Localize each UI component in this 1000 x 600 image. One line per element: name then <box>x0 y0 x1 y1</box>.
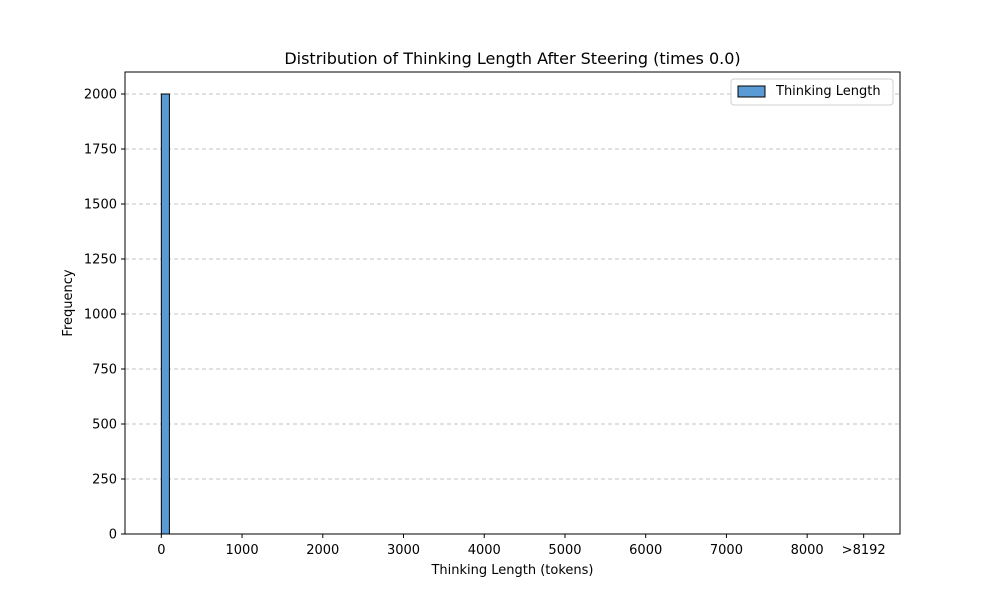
x-tick-label: 0 <box>157 543 165 558</box>
legend: Thinking Length <box>730 78 894 106</box>
grid-lines <box>125 93 900 480</box>
x-tick-label: 4000 <box>468 543 501 558</box>
bars <box>160 93 170 535</box>
x-tick-label: 1000 <box>226 543 259 558</box>
chart-title: Distribution of Thinking Length After St… <box>284 49 740 68</box>
x-tick-label: 2000 <box>306 543 339 558</box>
histogram-bar <box>160 93 170 535</box>
x-tick-label: >8192 <box>842 543 886 558</box>
legend-label: Thinking Length <box>775 84 881 99</box>
x-tick-label: 3000 <box>387 543 420 558</box>
x-tick-label: 5000 <box>548 543 581 558</box>
y-tick-label: 1500 <box>84 198 117 213</box>
plot-area-frame <box>124 71 901 535</box>
x-tick-label: 8000 <box>791 543 824 558</box>
legend-frame <box>730 78 894 106</box>
x-tick-label: 7000 <box>710 543 743 558</box>
legend-swatch <box>737 85 766 98</box>
x-axis-label: Thinking Length (tokens) <box>430 563 593 578</box>
x-tick-label: 6000 <box>629 543 662 558</box>
y-tick-label: 1750 <box>84 143 117 158</box>
y-tick-label: 500 <box>92 418 117 433</box>
y-axis: 0 250 500 750 1000 1250 1500 1750 2000 <box>84 88 125 543</box>
y-tick-label: 2000 <box>84 88 117 103</box>
x-axis: 0 1000 2000 3000 4000 5000 6000 7000 8000 >8192 <box>157 534 886 558</box>
y-tick-label: 250 <box>92 473 117 488</box>
y-tick-label: 1000 <box>84 308 117 323</box>
y-tick-label: 0 <box>109 528 117 543</box>
y-tick-label: 750 <box>92 363 117 378</box>
y-tick-label: 1250 <box>84 253 117 268</box>
y-axis-label: Frequency <box>61 269 76 336</box>
